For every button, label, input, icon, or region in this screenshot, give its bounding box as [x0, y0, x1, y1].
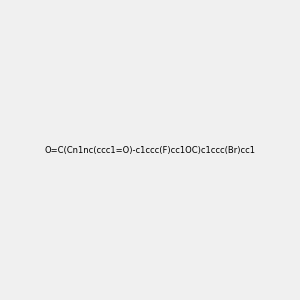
Text: O=C(Cn1nc(ccc1=O)-c1ccc(F)cc1OC)c1ccc(Br)cc1: O=C(Cn1nc(ccc1=O)-c1ccc(F)cc1OC)c1ccc(Br… — [44, 146, 256, 154]
